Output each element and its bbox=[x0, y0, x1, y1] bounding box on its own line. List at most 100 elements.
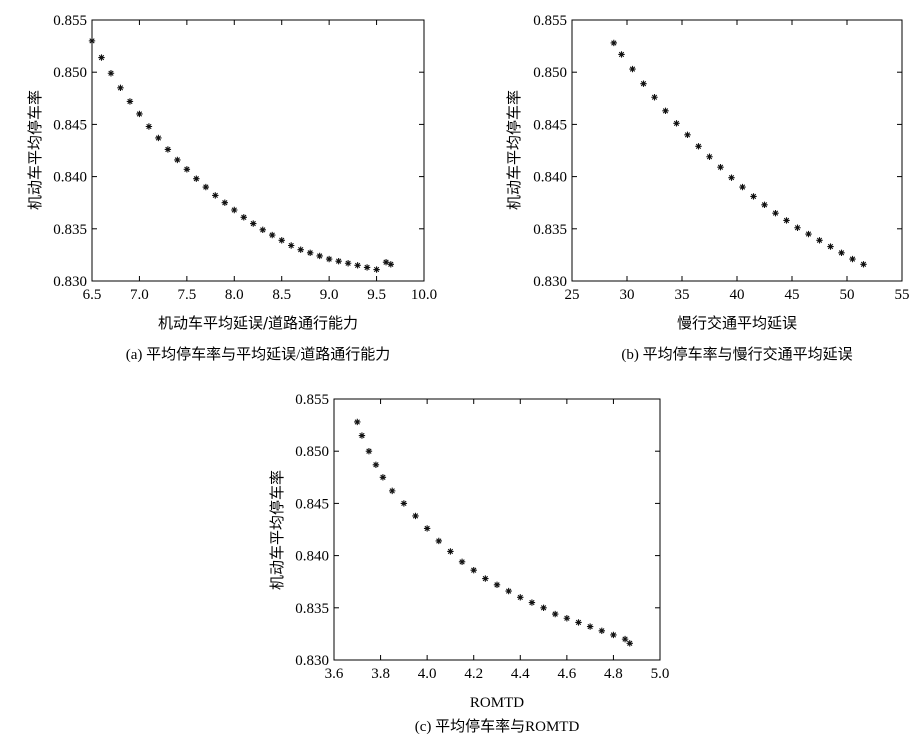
chart-a-point bbox=[212, 192, 219, 199]
chart-c-point bbox=[621, 635, 629, 643]
chart-c-frame bbox=[333, 398, 661, 661]
chart-a-point bbox=[107, 70, 115, 77]
chart-a-points bbox=[88, 37, 394, 273]
chart-a-point bbox=[278, 237, 285, 244]
chart-b-xtick-label: 45 bbox=[785, 287, 800, 303]
chart-b-point bbox=[827, 243, 834, 250]
chart-a-caption: (a) 平均停车率与平均延误/道路通行能力 bbox=[126, 346, 391, 363]
chart-b-point bbox=[849, 255, 856, 263]
chart-c-xtick-label: 3.6 bbox=[325, 666, 344, 682]
chart-a-point bbox=[382, 259, 390, 266]
chart-c-point bbox=[412, 512, 419, 520]
chart-c-point bbox=[552, 610, 559, 618]
chart-a-xtick-label: 6.5 bbox=[83, 287, 102, 303]
chart-c-point bbox=[528, 599, 536, 606]
chart-c-point bbox=[505, 587, 512, 595]
chart-a-xtick-label: 7.0 bbox=[130, 287, 149, 303]
chart-a-ytick-label: 0.850 bbox=[53, 65, 87, 81]
chart-b-point bbox=[684, 131, 691, 139]
chart-a-point bbox=[126, 98, 134, 105]
chart-b-point bbox=[728, 174, 735, 181]
chart-c-point bbox=[423, 525, 431, 532]
chart-b-ytick-label: 0.840 bbox=[533, 170, 567, 186]
chart-b-point bbox=[739, 183, 746, 191]
chart-b: 0.830 0.835 0.840 0.845 0.850 0.855 25 30 35 40 4… bbox=[505, 13, 910, 363]
chart-c-point bbox=[372, 461, 380, 468]
chart-a-point bbox=[335, 257, 342, 265]
chart-c-point bbox=[575, 619, 582, 626]
chart-c-point bbox=[389, 487, 396, 495]
chart-b-xtick-label: 35 bbox=[675, 287, 690, 303]
chart-b-ytick-label: 0.855 bbox=[533, 13, 567, 29]
chart-a-point bbox=[344, 260, 352, 267]
chart-b-ytick-label: 0.830 bbox=[533, 274, 567, 290]
chart-a-xtick-label: 8.5 bbox=[272, 287, 291, 303]
chart-a-xtick-label: 8.0 bbox=[225, 287, 244, 303]
chart-b-point bbox=[640, 80, 647, 87]
chart-c-point bbox=[354, 418, 361, 426]
chart-b-point bbox=[629, 65, 636, 73]
chart-a-point bbox=[373, 266, 380, 273]
chart-b-xtick-label: 55 bbox=[895, 287, 910, 303]
chart-a-point bbox=[269, 231, 276, 239]
chart-c: 0.830 0.835 0.840 0.845 0.850 0.855 3.6 3.8 4.0… bbox=[268, 392, 669, 735]
chart-a-xtick-label: 9.5 bbox=[367, 287, 386, 303]
chart-a-point bbox=[363, 264, 371, 271]
chart-c-ytick-label: 0.845 bbox=[295, 496, 329, 512]
chart-c-xticks: 3.6 3.8 4.0 4.2 4.4 4.6 4.8 5.0 bbox=[325, 399, 669, 682]
chart-a-ylabel: 机动车平均停车率 bbox=[26, 90, 44, 210]
chart-c-point bbox=[586, 623, 594, 630]
chart-b-yticks: 0.830 0.835 0.840 0.845 0.850 0.855 bbox=[533, 13, 902, 290]
chart-a-yticks: 0.830 0.835 0.840 0.845 0.850 0.855 bbox=[53, 13, 424, 290]
chart-b-point bbox=[750, 193, 757, 200]
chart-c-ytick-label: 0.840 bbox=[295, 549, 329, 565]
chart-b-point bbox=[838, 249, 845, 257]
chart-a-point bbox=[164, 146, 172, 153]
chart-c-point bbox=[379, 474, 387, 481]
chart-a-xticks: 6.5 7.0 7.5 8.0 8.5 9.0 9.5 10.0 bbox=[83, 20, 437, 303]
chart-a-frame bbox=[91, 19, 425, 282]
chart-c-point bbox=[482, 575, 489, 582]
chart-a-point bbox=[98, 54, 105, 61]
chart-b-xtick-label: 30 bbox=[620, 287, 635, 303]
chart-a-point bbox=[325, 255, 333, 263]
chart-a-xlabel: 机动车平均延误/道路通行能力 bbox=[158, 314, 358, 332]
chart-b-ylabel: 机动车平均停车率 bbox=[505, 90, 523, 210]
chart-a-ytick-label: 0.840 bbox=[53, 170, 87, 186]
chart-b-point bbox=[805, 230, 812, 238]
chart-a-ytick-label: 0.845 bbox=[53, 117, 87, 133]
chart-b-point bbox=[717, 164, 724, 171]
chart-b-point bbox=[610, 39, 617, 47]
chart-b-point bbox=[816, 237, 823, 244]
chart-a-point bbox=[240, 214, 247, 221]
chart-b-points bbox=[610, 39, 867, 268]
chart-c-ylabel: 机动车平均停车率 bbox=[268, 470, 286, 590]
chart-c-xtick-label: 4.0 bbox=[418, 666, 437, 682]
chart-c-point bbox=[447, 548, 454, 555]
chart-c-point bbox=[365, 448, 373, 455]
chart-b-xticks: 25 30 35 40 45 50 55 bbox=[565, 20, 910, 303]
chart-a-point bbox=[231, 206, 238, 214]
chart-a-xtick-label: 7.5 bbox=[177, 287, 196, 303]
chart-a-point bbox=[117, 84, 124, 92]
chart-a: 0.830 0.835 0.840 0.845 0.850 0.855 6.5 7.0 7.5… bbox=[26, 13, 437, 363]
chart-b-ytick-label: 0.845 bbox=[533, 117, 567, 133]
chart-c-ytick-label: 0.855 bbox=[295, 392, 329, 408]
chart-a-point bbox=[145, 123, 153, 130]
chart-c-point bbox=[517, 594, 524, 601]
chart-b-point bbox=[761, 201, 768, 208]
chart-b-point bbox=[673, 120, 680, 127]
chart-c-xlabel: ROMTD bbox=[470, 695, 524, 711]
chart-b-ytick-label: 0.835 bbox=[533, 222, 567, 238]
chart-a-point bbox=[183, 166, 191, 173]
chart-a-point bbox=[155, 134, 162, 142]
chart-b-xtick-label: 40 bbox=[730, 287, 745, 303]
chart-c-xtick-label: 3.8 bbox=[371, 666, 390, 682]
chart-b-frame bbox=[571, 19, 903, 282]
chart-a-point bbox=[297, 246, 304, 253]
chart-a-point bbox=[288, 242, 295, 249]
chart-c-xtick-label: 4.8 bbox=[604, 666, 623, 682]
chart-b-xlabel: 慢行交通平均延误 bbox=[677, 314, 797, 332]
chart-c-ytick-label: 0.835 bbox=[295, 601, 329, 617]
